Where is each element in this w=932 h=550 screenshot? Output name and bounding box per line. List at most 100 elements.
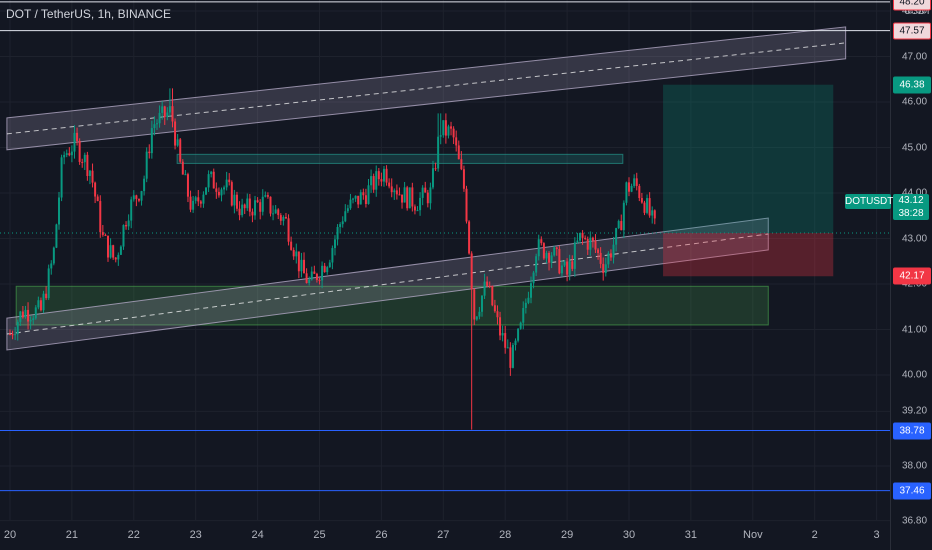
candle-body xyxy=(73,132,76,152)
candle-body xyxy=(215,188,218,192)
candle-body xyxy=(491,286,494,306)
candle-body xyxy=(401,194,404,203)
candle xyxy=(42,290,45,314)
candle-body xyxy=(47,268,50,299)
candle-body xyxy=(24,309,27,318)
candle-body xyxy=(153,124,156,129)
candle xyxy=(352,197,355,204)
candle-body xyxy=(192,200,195,210)
candle-body xyxy=(99,201,102,233)
candle xyxy=(529,276,532,304)
time-tick-label: 31 xyxy=(684,529,698,541)
candle-body xyxy=(148,151,151,154)
candle xyxy=(179,137,182,164)
candle xyxy=(612,236,615,264)
candle xyxy=(279,213,282,226)
candle-body xyxy=(127,220,130,227)
candle xyxy=(638,183,641,202)
candle-body xyxy=(336,227,339,240)
candle-body xyxy=(60,157,63,198)
candle xyxy=(470,251,473,430)
candle xyxy=(145,147,148,183)
candle xyxy=(333,235,336,256)
candle xyxy=(532,270,535,289)
candle-body xyxy=(308,279,311,284)
candle xyxy=(609,249,612,261)
candle xyxy=(220,187,223,202)
candle-body xyxy=(393,190,396,193)
candle xyxy=(63,151,66,165)
price-tick-label: 46.00 xyxy=(902,96,928,108)
candle-body xyxy=(259,202,262,212)
candle-body xyxy=(385,168,388,183)
candle xyxy=(625,181,628,206)
candle xyxy=(176,133,179,147)
candle xyxy=(109,238,112,259)
candle-body xyxy=(256,200,259,203)
candle-body xyxy=(264,195,267,197)
candle xyxy=(313,265,316,274)
candle-body xyxy=(184,174,187,176)
axis-unit: USDT xyxy=(904,6,932,17)
candle-body xyxy=(323,265,326,273)
candle-body xyxy=(630,185,633,192)
candle-body xyxy=(254,200,257,216)
candle-body xyxy=(568,261,571,275)
candle xyxy=(483,273,486,300)
candle xyxy=(32,314,35,325)
candle xyxy=(555,246,558,256)
horizontal-levels xyxy=(0,1,890,492)
candle xyxy=(217,187,220,198)
candle-body xyxy=(434,168,437,170)
candle xyxy=(174,118,177,150)
candle xyxy=(462,165,465,192)
candle-body xyxy=(241,204,244,216)
candle-body xyxy=(346,208,349,212)
candle-body xyxy=(506,347,509,349)
candle xyxy=(94,181,97,204)
candle xyxy=(272,205,275,221)
candle xyxy=(29,316,32,330)
candle-body xyxy=(617,221,620,229)
current-price-value: 43.12 xyxy=(898,195,924,206)
candle-body xyxy=(628,182,630,192)
candle-body xyxy=(442,120,445,136)
candle-body xyxy=(37,300,40,308)
candle xyxy=(431,160,434,190)
candle xyxy=(488,281,491,289)
candle xyxy=(349,193,352,210)
candle-body xyxy=(620,221,623,231)
candle xyxy=(439,113,442,145)
candle xyxy=(362,188,365,200)
candle xyxy=(158,105,161,128)
candle xyxy=(14,326,17,340)
candle xyxy=(491,285,494,307)
candle-body xyxy=(452,128,455,138)
candle-body xyxy=(514,340,517,346)
candle-body xyxy=(411,187,414,207)
candle-body xyxy=(295,251,298,257)
candle xyxy=(604,257,607,277)
candle xyxy=(202,191,205,208)
candle xyxy=(450,121,453,136)
candle xyxy=(367,178,370,205)
candle-body xyxy=(558,248,561,274)
candle xyxy=(127,214,130,231)
candle-body xyxy=(223,187,226,190)
candle-body xyxy=(581,232,584,238)
candle xyxy=(303,252,306,274)
long-position-tool[interactable] xyxy=(663,84,834,277)
channel-midline-upper xyxy=(6,42,846,135)
candle xyxy=(122,224,125,250)
candle-body xyxy=(65,153,68,155)
candle-body xyxy=(220,189,223,196)
candle-body xyxy=(390,186,393,193)
candle xyxy=(197,189,200,207)
candle-body xyxy=(496,311,499,318)
candle xyxy=(584,235,587,241)
candle-body xyxy=(465,188,468,222)
candle-body xyxy=(19,311,22,322)
candle xyxy=(403,181,406,203)
candle xyxy=(68,147,71,157)
